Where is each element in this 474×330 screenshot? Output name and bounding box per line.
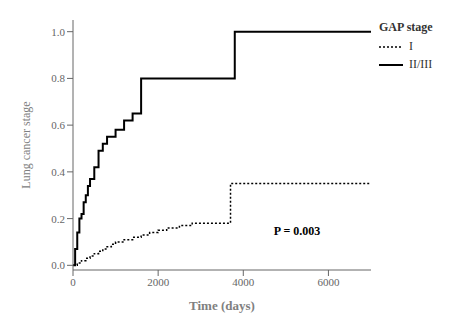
html-text:I: I (409, 39, 413, 53)
svg-text:0.8: 0.8 (51, 72, 65, 84)
svg-text:0.6: 0.6 (51, 119, 65, 131)
svg-text:1.0: 1.0 (51, 26, 65, 38)
svg-text:0.4: 0.4 (51, 166, 65, 178)
svg-text:2000: 2000 (147, 276, 170, 288)
svg-text:0: 0 (70, 276, 76, 288)
svg-text:0.2: 0.2 (51, 213, 65, 225)
svg-text:Time (days): Time (days) (189, 298, 255, 313)
html-text:GAP stage: GAP stage (379, 20, 433, 34)
svg-text:6000: 6000 (317, 276, 340, 288)
svg-text:P = 0.003: P = 0.003 (274, 224, 321, 238)
svg-text:0.0: 0.0 (51, 259, 65, 271)
html-text:II/III: II/III (409, 57, 433, 71)
svg-text:4000: 4000 (232, 276, 255, 288)
svg-text:Lung cancer stage: Lung cancer stage (19, 101, 33, 188)
